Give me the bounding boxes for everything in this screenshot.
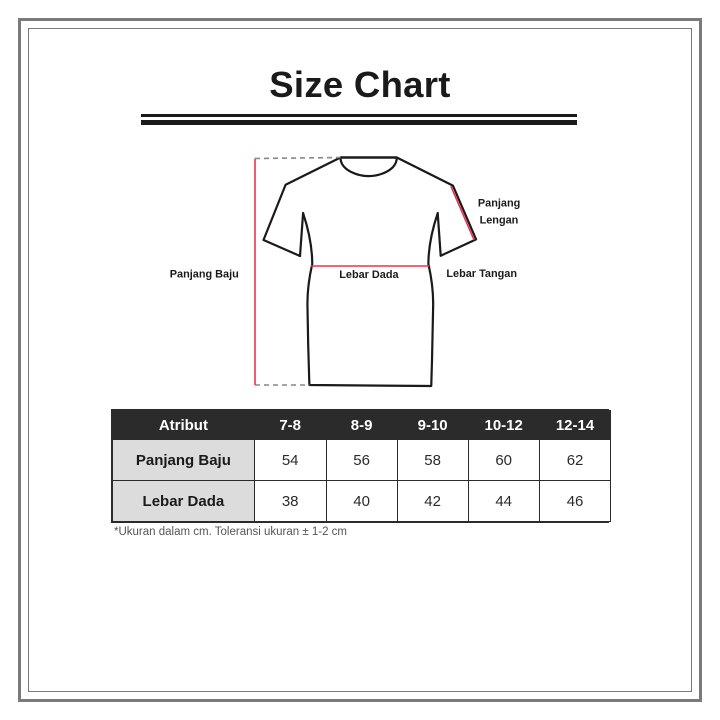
svg-text:Lebar Tangan: Lebar Tangan [446, 268, 517, 280]
svg-text:Lengan: Lengan [480, 215, 519, 227]
svg-text:Lebar Dada: Lebar Dada [339, 269, 399, 281]
svg-text:Panjang: Panjang [478, 198, 520, 210]
svg-text:Panjang Baju: Panjang Baju [170, 269, 239, 281]
